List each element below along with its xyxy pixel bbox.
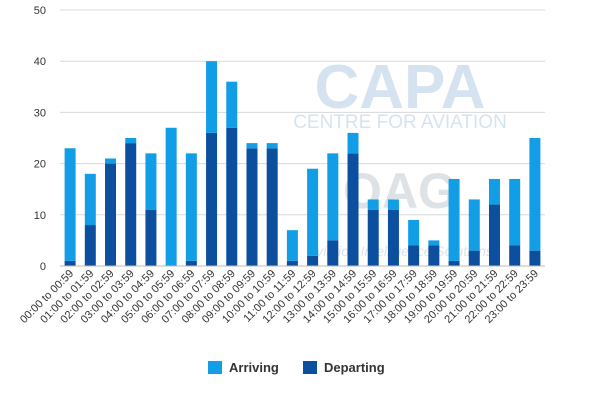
bar-arriving: [84, 173, 96, 226]
bar-arriving: [468, 199, 480, 251]
bar-arriving: [105, 158, 117, 164]
bar-arriving: [125, 138, 137, 144]
y-tick-label: 30: [34, 107, 46, 119]
y-axis: 0 10 20 30 40 50: [34, 5, 46, 273]
y-tick-label: 50: [34, 5, 46, 17]
bar-arriving: [428, 240, 440, 246]
capa-tagline: CENTRE FOR AVIATION: [293, 112, 507, 133]
y-tick-label: 40: [34, 56, 46, 68]
bar-departing: [327, 240, 339, 266]
bar-arriving: [64, 148, 76, 261]
bar-departing: [145, 209, 157, 266]
bar-departing: [266, 148, 278, 266]
legend-label-arriving: Arriving: [229, 360, 279, 375]
oag-logo: OAG: [343, 163, 457, 219]
bar-arriving: [165, 127, 177, 266]
bar-departing: [367, 209, 379, 266]
bar-departing: [509, 245, 521, 266]
bar-arriving: [509, 178, 521, 246]
bar-arriving: [488, 178, 500, 205]
bar-departing: [105, 163, 117, 266]
watermark: CAPA CENTRE FOR AVIATION OAG Aviation In…: [293, 53, 507, 259]
bar-arriving: [408, 219, 420, 246]
bar-departing: [347, 153, 359, 266]
bar-arriving: [529, 138, 541, 251]
y-tick-label: 0: [40, 261, 46, 273]
bar-arriving: [145, 153, 157, 210]
bar-arriving: [347, 132, 359, 154]
bar-arriving: [246, 143, 258, 149]
bar-arriving: [185, 153, 197, 261]
bar-arriving: [367, 199, 379, 210]
bar-arriving: [327, 153, 339, 241]
bar-arriving: [448, 178, 460, 261]
bar-departing: [408, 245, 420, 266]
bar-departing: [387, 209, 399, 266]
bar-departing: [307, 255, 319, 266]
bar-departing: [185, 260, 197, 266]
legend: Arriving Departing: [208, 360, 385, 375]
bar-departing: [488, 204, 500, 266]
capa-logo: CAPA: [314, 53, 485, 122]
legend-swatch-departing: [303, 361, 317, 374]
bar-departing: [125, 143, 137, 266]
bar-departing: [206, 132, 218, 266]
bar-departing: [448, 260, 460, 266]
legend-swatch-arriving: [208, 361, 222, 374]
bar-departing: [529, 250, 541, 266]
bars: [64, 61, 541, 266]
bar-departing: [428, 245, 440, 266]
bar-arriving: [307, 168, 319, 256]
bar-departing: [226, 127, 238, 266]
bar-departing: [246, 148, 258, 266]
bar-arriving: [286, 230, 298, 261]
legend-label-departing: Departing: [324, 360, 385, 375]
y-tick-label: 20: [34, 159, 46, 171]
bar-departing: [286, 260, 298, 266]
bar-arriving: [226, 81, 238, 128]
bar-arriving: [266, 143, 278, 149]
bar-departing: [468, 250, 480, 266]
bar-arriving: [387, 199, 399, 210]
bar-arriving: [206, 61, 218, 133]
bar-departing: [84, 225, 96, 266]
y-tick-label: 10: [34, 210, 46, 222]
bar-departing: [64, 260, 76, 266]
